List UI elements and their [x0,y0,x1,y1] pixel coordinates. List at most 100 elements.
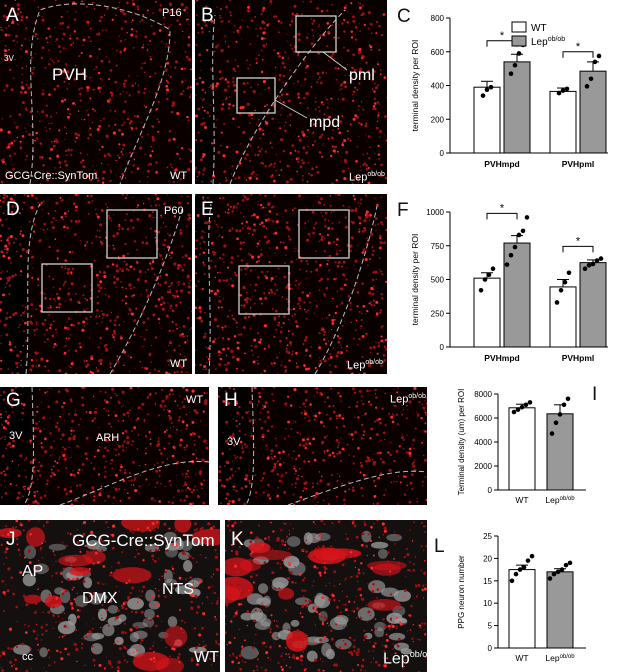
terminal-puncta [19,229,23,233]
terminal-puncta [157,120,160,124]
terminal-puncta [224,325,227,328]
terminal-puncta [144,596,146,598]
terminal-puncta [165,92,168,94]
terminal-puncta [0,416,2,419]
data-point [588,76,594,82]
terminal-puncta [230,620,233,623]
terminal-puncta [260,249,262,251]
terminal-puncta [342,604,344,606]
terminal-puncta [100,537,103,540]
terminal-puncta [61,21,65,25]
terminal-puncta [338,450,342,454]
terminal-puncta [55,138,58,141]
terminal-puncta [231,460,233,462]
terminal-puncta [285,254,287,256]
terminal-puncta [109,109,111,112]
terminal-puncta [71,419,74,423]
terminal-puncta [147,579,149,581]
terminal-puncta [21,387,24,389]
terminal-puncta [73,175,75,177]
terminal-puncta [134,479,136,481]
neuron-cell [91,632,105,640]
terminal-puncta [375,341,377,343]
terminal-puncta [96,497,98,500]
terminal-puncta [174,60,178,64]
terminal-puncta [314,140,316,143]
terminal-puncta [22,311,25,315]
terminal-puncta [209,657,212,661]
terminal-puncta [278,352,280,354]
terminal-puncta [126,194,128,196]
terminal-puncta [116,585,118,587]
terminal-puncta [181,195,183,198]
terminal-puncta [143,104,146,107]
terminal-puncta [362,372,367,374]
terminal-puncta [164,485,166,487]
terminal-puncta [282,81,285,84]
terminal-puncta [163,447,166,450]
terminal-puncta [258,54,260,56]
terminal-puncta [223,485,226,488]
terminal-puncta [63,160,67,163]
terminal-puncta [15,44,17,46]
terminal-puncta [170,66,172,68]
terminal-puncta [367,166,370,170]
terminal-puncta [327,357,330,360]
terminal-puncta [308,33,310,35]
terminal-puncta [69,366,72,369]
terminal-puncta [258,340,262,344]
terminal-puncta [423,587,427,591]
terminal-puncta [348,614,350,616]
terminal-puncta [369,213,372,217]
terminal-puncta [379,422,382,425]
micrograph-panel-J: J GCG-Cre::SynTom AP DMX NTS cc WT [0,520,220,672]
terminal-puncta [234,611,238,615]
terminal-puncta [186,486,190,490]
terminal-puncta [325,96,327,98]
terminal-puncta [326,435,328,437]
terminal-puncta [0,543,4,546]
terminal-puncta [362,572,365,575]
terminal-puncta [53,298,56,300]
terminal-puncta [132,164,135,167]
terminal-puncta [321,622,325,626]
terminal-puncta [151,260,155,264]
terminal-puncta [347,548,351,552]
terminal-puncta [25,16,28,19]
panel-J-image [0,520,220,672]
terminal-puncta [325,286,329,290]
terminal-puncta [117,561,121,565]
terminal-puncta [54,209,57,213]
terminal-puncta [121,286,123,288]
terminal-puncta [263,561,267,565]
terminal-puncta [307,460,310,463]
terminal-puncta [216,289,219,292]
terminal-puncta [139,361,141,363]
terminal-puncta [43,667,45,669]
terminal-puncta [278,121,280,124]
terminal-puncta [196,316,199,320]
terminal-puncta [210,526,213,530]
terminal-puncta [329,154,333,158]
terminal-puncta [214,276,217,279]
terminal-puncta [255,173,257,176]
terminal-puncta [276,356,279,359]
terminal-puncta [348,433,351,436]
terminal-puncta [112,524,116,528]
terminal-puncta [35,358,37,360]
terminal-puncta [93,2,95,4]
terminal-puncta [352,19,356,23]
terminal-puncta [119,176,122,178]
terminal-puncta [347,167,349,169]
terminal-puncta [363,219,367,223]
terminal-puncta [302,175,304,177]
terminal-puncta [418,401,421,404]
terminal-puncta [232,318,234,320]
terminal-puncta [226,524,230,528]
data-point [584,84,590,89]
terminal-puncta [166,409,169,411]
terminal-puncta [178,576,182,580]
terminal-puncta [62,353,64,355]
terminal-puncta [68,457,70,459]
terminal-puncta [234,177,237,180]
